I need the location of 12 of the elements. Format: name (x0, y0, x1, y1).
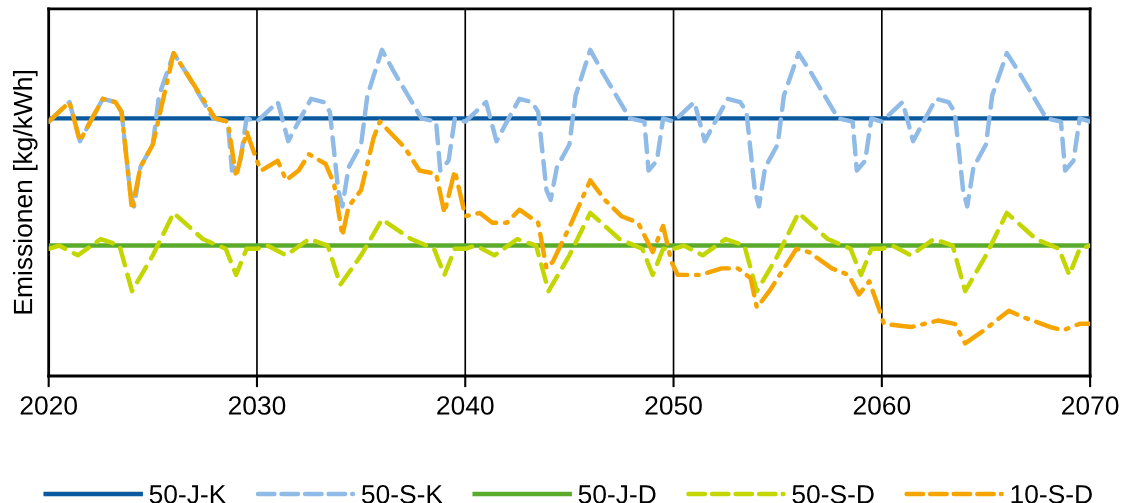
x-tick-label: 2070 (1062, 396, 1119, 415)
x-tick-label: 2020 (20, 396, 77, 415)
legend-label: 50-S-D (792, 484, 874, 503)
legend-label: 50-J-D (578, 484, 656, 503)
legend-label: 10-S-D (1011, 484, 1092, 503)
x-tick-label: 2040 (437, 396, 494, 415)
legend-label: 50-S-K (361, 484, 443, 503)
x-tick-label: 2030 (228, 396, 286, 415)
y-axis-title: Emissionen [kg/kWh] (12, 71, 38, 314)
x-tick-label: 2060 (853, 396, 911, 415)
x-tick-label: 2050 (645, 396, 702, 415)
legend-label: 50-J-K (149, 484, 227, 503)
